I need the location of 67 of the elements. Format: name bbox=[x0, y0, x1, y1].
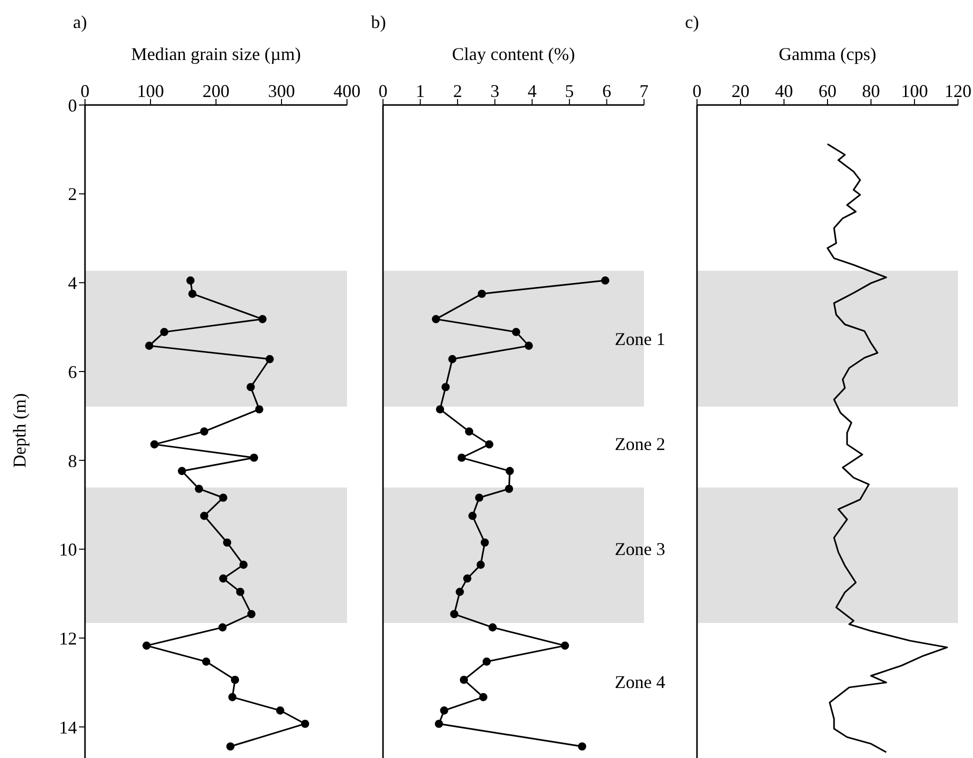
y-tick-label: 0 bbox=[68, 95, 77, 116]
point bbox=[601, 276, 610, 285]
point bbox=[488, 623, 497, 632]
point bbox=[560, 642, 570, 650]
point bbox=[463, 574, 472, 583]
annotation: Zone 4 bbox=[614, 672, 666, 693]
x-tick-label: 300 bbox=[268, 81, 295, 101]
chart-title: b) bbox=[371, 12, 386, 33]
annotation: Zone 1 bbox=[614, 329, 666, 350]
y-tick-label: 4 bbox=[68, 273, 77, 294]
point bbox=[476, 560, 485, 569]
point bbox=[450, 610, 458, 618]
x-tick-label: 0 bbox=[80, 81, 90, 101]
x-tick-label: 0 bbox=[378, 81, 388, 101]
x-tick-label: 60 bbox=[818, 81, 836, 101]
point bbox=[506, 466, 514, 476]
x-axis-title: Gamma (cps) bbox=[778, 44, 878, 65]
x-tick-label: 20 bbox=[732, 81, 750, 101]
point bbox=[456, 588, 464, 596]
x-tick-label: 400 bbox=[334, 81, 360, 101]
point bbox=[478, 290, 486, 298]
point bbox=[504, 484, 514, 493]
x-tick-label: 3 bbox=[490, 81, 500, 101]
y-tick-label: 8 bbox=[68, 450, 77, 471]
point bbox=[485, 440, 494, 448]
y-tick-label: 14 bbox=[59, 717, 77, 738]
annotation: Zone 2 bbox=[614, 434, 666, 455]
x-tick-label: 4 bbox=[528, 81, 537, 101]
x-tick-label: 120 bbox=[944, 81, 972, 101]
point bbox=[468, 512, 477, 520]
point bbox=[479, 693, 488, 702]
point bbox=[465, 427, 474, 436]
x-tick-label: 100 bbox=[901, 81, 928, 101]
x-tick-label: 80 bbox=[862, 81, 880, 101]
x-tick-label: 100 bbox=[137, 81, 164, 101]
point bbox=[448, 354, 456, 364]
chart-title: a) bbox=[73, 12, 87, 33]
point bbox=[480, 538, 489, 547]
point bbox=[524, 342, 533, 350]
x-tick-label: 0 bbox=[692, 81, 702, 101]
x-tick-label: 2 bbox=[453, 81, 462, 101]
point bbox=[512, 328, 520, 336]
point bbox=[440, 706, 448, 715]
y-tick-label: 10 bbox=[59, 540, 77, 560]
x-tick-label: 6 bbox=[602, 81, 612, 101]
y-tick-label: 2 bbox=[68, 184, 77, 204]
point bbox=[434, 720, 444, 728]
point bbox=[436, 405, 444, 414]
point bbox=[432, 315, 440, 324]
point bbox=[460, 676, 468, 684]
x-tick-label: 1 bbox=[416, 81, 425, 101]
x-tick-label: 200 bbox=[202, 81, 230, 101]
y-tick-label: 6 bbox=[68, 362, 77, 382]
y-axis-title: Depth (m) bbox=[10, 392, 30, 470]
x-axis-title: Median grain size (µm) bbox=[130, 44, 302, 65]
chart-title: c) bbox=[685, 12, 699, 33]
x-axis-title: Clay content (%) bbox=[451, 44, 576, 65]
point bbox=[442, 382, 450, 392]
annotation: Zone 3 bbox=[614, 539, 666, 560]
y-tick-label: 12 bbox=[59, 628, 77, 648]
point bbox=[475, 494, 484, 502]
x-tick-label: 5 bbox=[564, 81, 574, 101]
point bbox=[578, 742, 586, 751]
point bbox=[482, 658, 491, 666]
x-tick-label: 40 bbox=[775, 81, 793, 101]
point bbox=[458, 454, 466, 462]
x-tick-label: 7 bbox=[640, 81, 648, 101]
